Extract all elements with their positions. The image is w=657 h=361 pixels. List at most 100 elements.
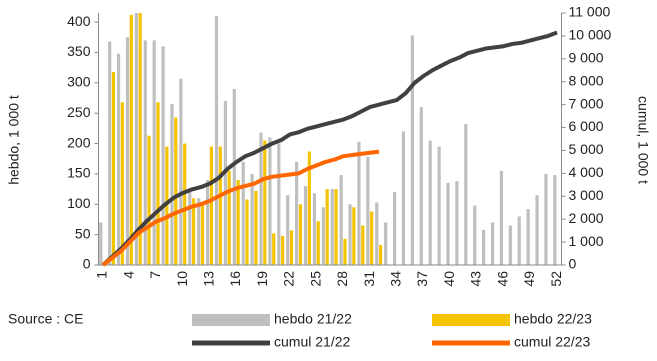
x-tick-label: 22 bbox=[281, 271, 297, 287]
bar bbox=[116, 53, 121, 265]
bar bbox=[343, 238, 347, 265]
x-tick-label: 40 bbox=[441, 271, 457, 287]
y2-tick-label: 5 000 bbox=[569, 141, 604, 157]
bar bbox=[321, 207, 325, 265]
bar bbox=[111, 71, 116, 265]
bar bbox=[366, 156, 370, 265]
bar bbox=[325, 189, 329, 265]
bar bbox=[348, 204, 352, 265]
bar bbox=[134, 13, 138, 265]
bars bbox=[99, 13, 557, 265]
y-tick-label: 0 bbox=[83, 256, 91, 272]
y-tick-label: 350 bbox=[67, 43, 91, 59]
bar bbox=[277, 143, 281, 265]
bar bbox=[330, 189, 334, 265]
bar bbox=[378, 244, 383, 265]
bar bbox=[307, 151, 311, 265]
bar bbox=[490, 222, 495, 265]
bar bbox=[410, 35, 414, 265]
bar bbox=[392, 192, 397, 265]
bar bbox=[188, 189, 192, 265]
bar bbox=[143, 40, 147, 265]
bar bbox=[361, 225, 365, 265]
bar bbox=[147, 135, 151, 265]
bar bbox=[218, 146, 222, 265]
y-tick-label: 400 bbox=[67, 13, 91, 29]
bar bbox=[250, 173, 254, 265]
bar bbox=[227, 170, 231, 265]
x-tick-label: 37 bbox=[414, 271, 430, 287]
x-tick-label: 49 bbox=[521, 271, 537, 287]
bar bbox=[125, 37, 130, 265]
bar bbox=[161, 46, 165, 265]
x-tick-label: 13 bbox=[201, 271, 217, 287]
legend-swatch bbox=[192, 314, 270, 326]
x-tick-label: 7 bbox=[147, 271, 163, 279]
bar bbox=[108, 41, 112, 265]
bar bbox=[170, 104, 174, 265]
line bbox=[101, 30, 558, 267]
y-tick-label: 250 bbox=[67, 104, 91, 120]
bar bbox=[357, 141, 361, 265]
bar bbox=[174, 117, 178, 265]
bar bbox=[272, 233, 276, 265]
bar bbox=[289, 230, 294, 265]
bar bbox=[152, 40, 156, 265]
bar bbox=[138, 13, 142, 265]
bar bbox=[209, 146, 213, 265]
y2-tick-label: 11 000 bbox=[569, 4, 611, 20]
bar bbox=[183, 143, 187, 265]
bar bbox=[384, 222, 388, 265]
x-tick-label: 43 bbox=[468, 271, 484, 287]
x-tick-label: 52 bbox=[548, 271, 564, 287]
y2-tick-label: 0 bbox=[569, 256, 577, 272]
x-tick-label: 28 bbox=[334, 271, 350, 287]
bar bbox=[334, 189, 338, 265]
x-tick-label: 10 bbox=[174, 271, 190, 287]
bar bbox=[375, 202, 379, 265]
y2-tick-label: 6 000 bbox=[569, 118, 604, 134]
bar bbox=[286, 195, 290, 265]
y-tick-label: 150 bbox=[67, 165, 91, 181]
y-tick-label: 200 bbox=[67, 134, 91, 150]
line bbox=[101, 149, 380, 267]
x-tick-label: 4 bbox=[120, 271, 136, 279]
bar bbox=[120, 102, 124, 265]
bar bbox=[553, 175, 557, 265]
bar bbox=[223, 101, 228, 265]
y2-tick-label: 9 000 bbox=[569, 50, 604, 66]
bar bbox=[191, 198, 196, 265]
y2-axis-label: cumul, 1 000 t bbox=[635, 96, 651, 184]
bar bbox=[499, 170, 504, 265]
bar bbox=[236, 179, 240, 265]
bar bbox=[197, 198, 201, 265]
bar bbox=[263, 140, 267, 265]
legend-label: cumul 22/23 bbox=[514, 334, 590, 350]
bar bbox=[245, 199, 249, 265]
bar bbox=[401, 131, 406, 265]
x-tick-label: 19 bbox=[254, 271, 270, 287]
bar bbox=[232, 88, 236, 265]
bar bbox=[200, 204, 205, 265]
y2-tick-label: 8 000 bbox=[569, 72, 604, 88]
bar bbox=[165, 146, 169, 265]
bar bbox=[214, 16, 219, 265]
bar bbox=[312, 193, 317, 265]
bar bbox=[352, 207, 356, 265]
y2-tick-label: 1 000 bbox=[569, 233, 604, 249]
bar bbox=[339, 175, 343, 265]
bar bbox=[295, 161, 299, 265]
bar bbox=[428, 140, 432, 265]
legend-label: hebdo 21/22 bbox=[274, 311, 352, 327]
y-tick-label: 50 bbox=[75, 225, 91, 241]
bar bbox=[482, 229, 486, 265]
x-tick-label: 25 bbox=[307, 271, 323, 287]
y2-tick-label: 10 000 bbox=[569, 27, 612, 43]
y-tick-label: 100 bbox=[67, 195, 91, 211]
bar bbox=[370, 211, 374, 265]
bar bbox=[437, 146, 441, 265]
y-tick-label: 300 bbox=[67, 74, 91, 90]
y2-tick-label: 4 000 bbox=[569, 164, 604, 180]
y2-tick-label: 2 000 bbox=[569, 210, 604, 226]
bar bbox=[156, 102, 160, 265]
